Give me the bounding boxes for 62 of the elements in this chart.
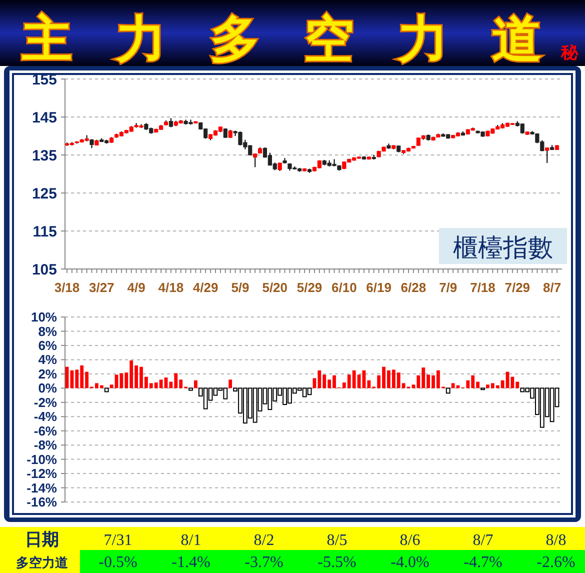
- category-label: 8/6: [400, 532, 420, 549]
- y-tick-label: 2%: [38, 366, 58, 382]
- y-tick-label: 0%: [38, 380, 58, 396]
- y-tick-label: -8%: [34, 438, 58, 453]
- y-tick-label: 6%: [38, 338, 58, 354]
- x-tick-label: 3/18: [54, 280, 80, 295]
- category-label: 7/31: [104, 532, 132, 549]
- candlestick: [90, 138, 94, 149]
- data-label: -3.7%: [244, 554, 284, 571]
- x-tick-label: 7/18: [470, 280, 496, 295]
- category-label: 8/5: [326, 532, 348, 549]
- x-tick-label: 6/28: [400, 280, 426, 295]
- y-tick-label: 115: [32, 223, 57, 240]
- y-tick-label: -14%: [26, 480, 58, 496]
- x-tick-label: 4/29: [192, 280, 218, 295]
- y-tick-label: -16%: [26, 494, 58, 510]
- y-tick-label: 4%: [38, 352, 58, 368]
- data-label: -4.7%: [464, 554, 502, 571]
- x-tick-label: 7/29: [504, 280, 530, 295]
- data-label: -5.5%: [318, 554, 356, 571]
- text: 多空力道: [16, 555, 69, 571]
- data-label: -4.0%: [390, 554, 430, 571]
- bar: [194, 380, 198, 388]
- x-tick-label: 4/18: [158, 280, 184, 295]
- x-tick-label: 5/9: [231, 280, 250, 295]
- candlestick: [253, 152, 258, 168]
- x-tick-label: 6/19: [366, 280, 392, 295]
- category-label: 8/7: [472, 532, 494, 549]
- x-tick-label: 7/9: [439, 280, 458, 295]
- y-tick-label: -10%: [26, 452, 58, 467]
- category-label: 8/8: [546, 532, 566, 549]
- y-tick-label: 135: [32, 147, 57, 164]
- x-tick-label: 4/9: [127, 280, 146, 295]
- y-tick-label: 10%: [30, 310, 58, 325]
- annotation: 櫃檯指數: [453, 233, 553, 262]
- x-tick-label: 6/10: [332, 280, 357, 295]
- data-label: -1.4%: [172, 554, 210, 571]
- x-tick-label: 5/20: [262, 280, 288, 295]
- bar: [188, 388, 193, 391]
- text: 日期: [25, 530, 59, 550]
- y-tick-label: -12%: [26, 466, 58, 482]
- bar: [104, 388, 109, 392]
- x-tick-label: 3/27: [88, 280, 114, 295]
- x-tick-label: 8/7: [543, 280, 562, 295]
- candlestick: [168, 118, 173, 128]
- text: 秘: [560, 43, 579, 63]
- y-tick-label: -4%: [34, 409, 58, 424]
- y-tick-label: 105: [32, 261, 57, 278]
- y-tick-label: 125: [32, 185, 57, 202]
- y-tick-label: -6%: [34, 423, 58, 438]
- x-tick-label: 5/29: [296, 280, 322, 295]
- y-tick-label: 145: [32, 109, 57, 126]
- data-label: -0.5%: [98, 554, 138, 571]
- bar: [446, 388, 450, 394]
- category-label: 8/1: [180, 532, 202, 549]
- data-label: -2.6%: [536, 554, 576, 571]
- bar: [228, 380, 232, 388]
- chart-title: 主力多空力道: [21, 10, 542, 68]
- y-tick-label: 8%: [38, 324, 58, 339]
- y-tick-label: -2%: [34, 394, 58, 410]
- candlestick: [545, 146, 550, 164]
- category-label: 8/2: [254, 532, 274, 549]
